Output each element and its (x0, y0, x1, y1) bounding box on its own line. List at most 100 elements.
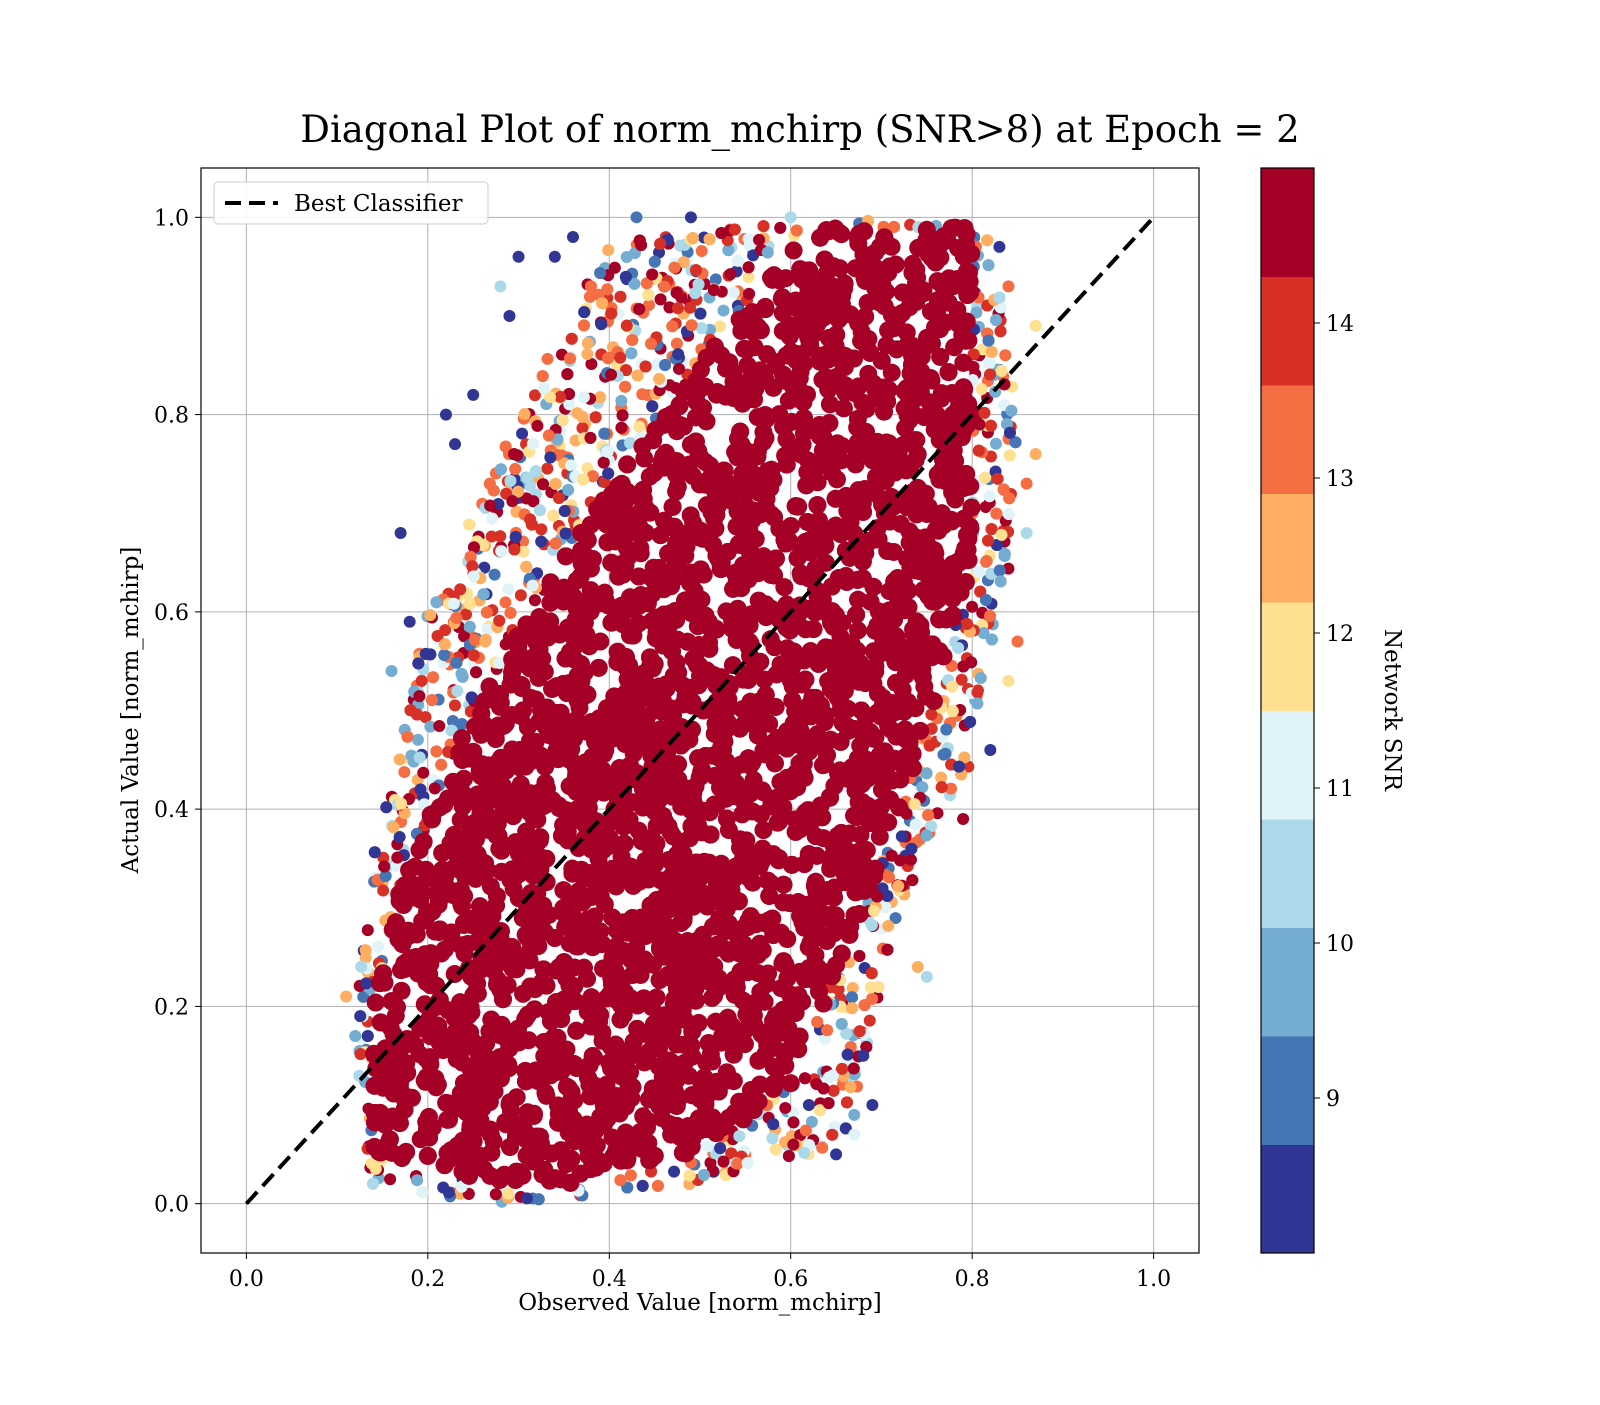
data-point (512, 775, 530, 793)
data-point (999, 349, 1011, 361)
data-point (672, 302, 684, 314)
data-point (905, 843, 917, 855)
data-point (743, 288, 755, 300)
data-point (671, 338, 683, 350)
data-point (693, 278, 705, 290)
data-point (633, 421, 645, 433)
data-point (976, 383, 988, 395)
data-point (559, 505, 571, 517)
data-point (999, 548, 1011, 560)
data-point (533, 1193, 545, 1205)
data-point (909, 798, 921, 810)
data-point (451, 685, 463, 697)
data-point (484, 500, 496, 512)
data-point (576, 422, 588, 434)
data-point (601, 446, 613, 458)
data-point (430, 596, 442, 608)
data-point (448, 598, 460, 610)
data-point (781, 782, 799, 800)
data-point (921, 767, 933, 779)
data-point (823, 1097, 835, 1109)
data-point (729, 224, 741, 236)
data-point (811, 1016, 823, 1028)
data-point (384, 1173, 396, 1185)
data-point (502, 1188, 514, 1200)
data-point (619, 381, 631, 393)
data-point (808, 847, 826, 865)
data-point (510, 531, 522, 543)
data-point (994, 565, 1006, 577)
data-point (387, 821, 399, 833)
data-point (394, 753, 406, 765)
data-point (669, 478, 687, 496)
data-point (984, 610, 996, 622)
data-point (952, 642, 964, 654)
data-point (541, 353, 553, 365)
data-point (566, 333, 578, 345)
data-point (687, 232, 699, 244)
data-point (640, 360, 652, 372)
data-point (787, 1116, 799, 1128)
data-point (909, 479, 927, 497)
data-point (354, 1010, 366, 1022)
data-point (983, 335, 995, 347)
data-point (717, 305, 729, 317)
data-point (463, 519, 475, 531)
data-point (886, 850, 898, 862)
data-point (617, 409, 629, 421)
data-point (684, 302, 696, 314)
data-point (652, 1180, 664, 1192)
data-point (576, 411, 588, 423)
data-point (621, 320, 633, 332)
data-point (508, 544, 520, 556)
data-point (429, 782, 441, 794)
chart-title: Diagonal Plot of norm_mchirp (SNR>8) at … (300, 108, 1299, 152)
data-point (866, 993, 878, 1005)
data-point (694, 308, 706, 320)
data-point (369, 846, 381, 858)
data-point (544, 451, 556, 463)
data-point (866, 919, 878, 931)
data-point (821, 1024, 833, 1036)
data-point (920, 829, 932, 841)
data-point (848, 1062, 860, 1074)
data-point (742, 1157, 754, 1169)
data-point (666, 320, 678, 332)
data-point (581, 348, 593, 360)
data-point (412, 734, 424, 746)
data-point (986, 346, 998, 358)
data-point (495, 545, 507, 557)
data-point (979, 472, 991, 484)
data-point (787, 1139, 799, 1151)
data-point (554, 881, 572, 899)
data-point (505, 607, 517, 619)
data-point (718, 1156, 730, 1168)
data-point (430, 745, 442, 757)
data-point (724, 268, 736, 280)
data-point (922, 809, 934, 821)
data-point (538, 383, 550, 395)
data-point (749, 1052, 767, 1070)
data-point (704, 233, 716, 245)
data-point (980, 594, 992, 606)
data-point (494, 530, 506, 542)
data-point (355, 961, 367, 973)
data-point (984, 490, 996, 502)
data-point (995, 325, 1007, 337)
data-point (671, 287, 683, 299)
data-point (468, 570, 480, 582)
data-point (367, 1178, 379, 1190)
data-point (940, 723, 952, 735)
data-point (985, 420, 997, 432)
data-point (404, 704, 416, 716)
data-point (435, 759, 447, 771)
data-point (881, 944, 893, 956)
data-point (598, 428, 610, 440)
data-point (966, 601, 978, 613)
data-point (953, 761, 965, 773)
data-point (714, 1142, 726, 1154)
data-point (438, 649, 450, 661)
data-point (486, 513, 498, 525)
data-point (971, 697, 983, 709)
